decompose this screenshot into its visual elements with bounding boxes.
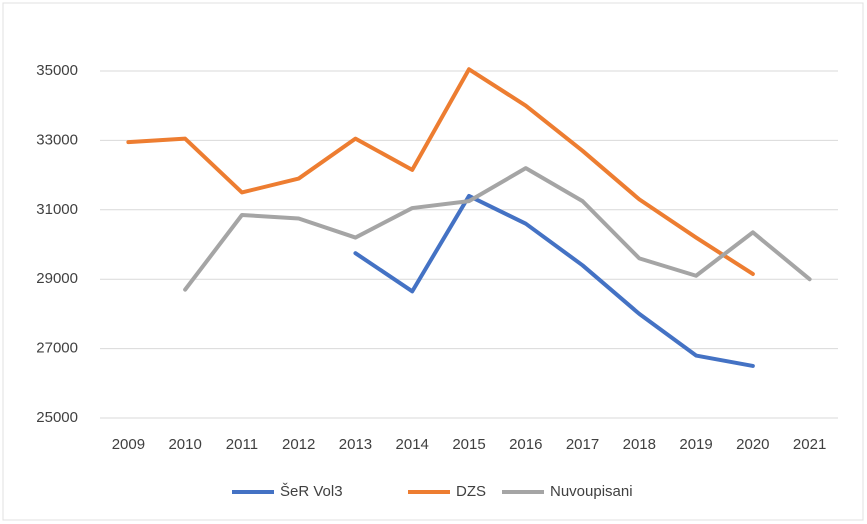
- series-line: [353, 193, 755, 368]
- x-tick-label: 2018: [623, 436, 656, 453]
- y-tick-label: 27000: [36, 340, 78, 357]
- x-tick-label: 2009: [112, 436, 145, 453]
- series-line: [126, 67, 755, 276]
- x-tick-label: 2013: [339, 436, 372, 453]
- x-tick-label: 2017: [566, 436, 599, 453]
- y-tick-label: 25000: [36, 409, 78, 426]
- x-tick-label: 2015: [452, 436, 485, 453]
- legend-label: Nuvoupisani: [550, 483, 633, 500]
- x-tick-label: 2021: [793, 436, 826, 453]
- y-tick-label: 31000: [36, 201, 78, 218]
- x-tick-label: 2019: [679, 436, 712, 453]
- x-tick-label: 2010: [168, 436, 201, 453]
- legend-label: ŠeR Vol3: [280, 483, 343, 500]
- series-line: [183, 166, 812, 292]
- y-tick-label: 35000: [36, 62, 78, 79]
- y-tick-label: 29000: [36, 270, 78, 287]
- x-tick-label: 2011: [226, 436, 258, 453]
- y-tick-label: 33000: [36, 131, 78, 148]
- legend-label: DZS: [456, 483, 486, 500]
- x-tick-label: 2020: [736, 436, 769, 453]
- x-tick-label: 2014: [396, 436, 429, 453]
- x-tick-label: 2016: [509, 436, 542, 453]
- x-tick-label: 2012: [282, 436, 315, 453]
